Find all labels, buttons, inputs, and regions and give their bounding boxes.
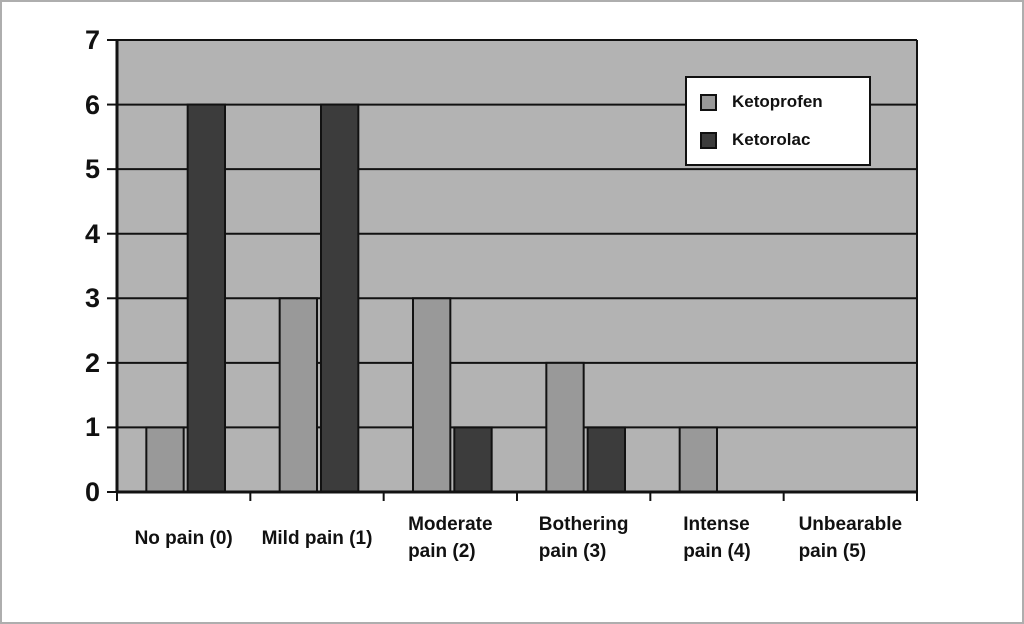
x-label-line: Bothering xyxy=(538,514,629,536)
legend-label: Ketorolac xyxy=(732,130,811,149)
y-tick-label: 4 xyxy=(84,218,100,249)
legend: Ketoprofen Ketorolac xyxy=(685,76,871,166)
ketorolac-swatch-icon xyxy=(700,131,717,149)
x-label-line: pain (4) xyxy=(683,541,751,562)
x-label-line: pain (2) xyxy=(408,541,476,562)
y-tick-label: 2 xyxy=(84,347,100,378)
bar-ketorolac-0 xyxy=(186,103,227,493)
x-axis-label-unbearable-pain: Unbearable pain (5) xyxy=(784,505,917,573)
x-axis-label-no-pain: No pain (0) xyxy=(117,505,250,573)
bar-ketoprofen-1 xyxy=(278,297,318,493)
bar-ketoprofen-3 xyxy=(545,361,585,493)
x-label-line: pain (3) xyxy=(538,541,607,562)
y-tick-label: 7 xyxy=(84,25,100,55)
x-label-line: No pain (0) xyxy=(134,527,233,549)
bar-ketoprofen-2 xyxy=(412,297,452,493)
x-label-line: Intense xyxy=(683,514,750,536)
x-label-line: pain (5) xyxy=(798,541,867,562)
x-label-line: Mild pain (1) xyxy=(261,527,373,549)
x-axis-label-moderate-pain: Moderate pain (2) xyxy=(384,505,517,573)
bar-ketorolac-2 xyxy=(453,426,493,493)
legend-entry-ketoprofen: Ketoprofen xyxy=(700,92,869,112)
legend-label: Ketoprofen xyxy=(732,92,823,111)
y-tick-label: 5 xyxy=(84,154,100,185)
x-axis-label-mild-pain: Mild pain (1) xyxy=(250,505,383,573)
y-tick-label: 1 xyxy=(84,412,100,443)
y-tick-label: 0 xyxy=(84,477,100,507)
x-label-line: Unbearable xyxy=(798,514,903,536)
bar-ketoprofen-0 xyxy=(145,426,185,493)
x-axis-label-bothering-pain: Bothering pain (3) xyxy=(517,505,650,573)
x-axis-label-intense-pain: Intense pain (4) xyxy=(650,505,783,573)
ketoprofen-swatch-icon xyxy=(700,93,717,111)
bar-ketorolac-3 xyxy=(586,426,627,493)
y-tick-label: 3 xyxy=(84,283,100,314)
x-label-line: Moderate xyxy=(408,514,493,536)
bar-ketoprofen-4 xyxy=(678,426,719,493)
bar-ketorolac-1 xyxy=(320,103,360,493)
legend-entry-ketorolac: Ketorolac xyxy=(700,130,869,150)
y-tick-label: 6 xyxy=(84,89,100,120)
